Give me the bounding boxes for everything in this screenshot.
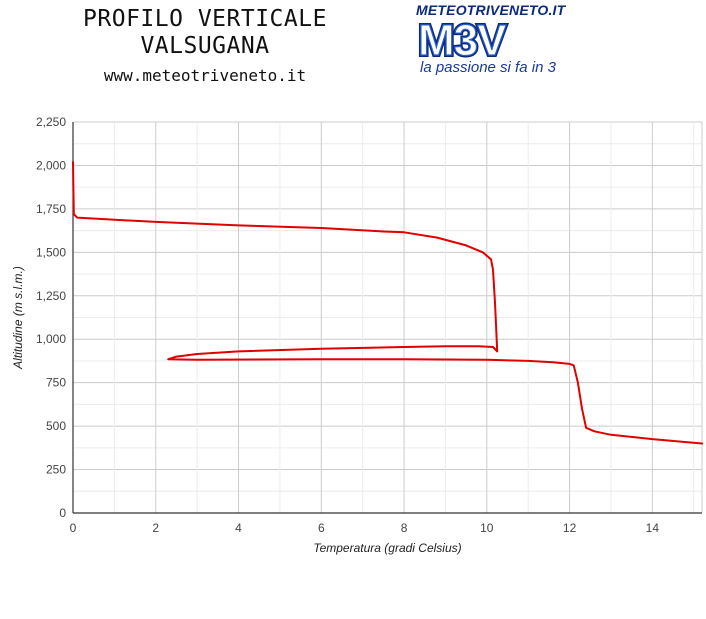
x-tick-label: 2 [152,521,159,535]
chart-grid [72,121,703,514]
x-axis-title: Temperatura (gradi Celsius) [313,541,461,555]
chart-title-line2: VALSUGANA [140,33,270,59]
x-tick-label: 6 [318,521,325,535]
series-line [72,161,703,445]
x-tick-label: 12 [563,521,577,535]
x-tick-label: 4 [235,521,242,535]
y-tick-label: 1,250 [36,289,66,303]
logo-mark-text: M3V [418,18,507,60]
x-tick-label: 14 [646,521,660,535]
logo-mark-icon: M3V M3V [416,18,510,60]
chart-title-line1: PROFILO VERTICALE [83,6,327,32]
logo-url-text: METEOTRIVENETO.IT [416,2,566,18]
website-text: www.meteotriveneto.it [103,66,307,85]
y-tick-label: 1,000 [36,332,66,346]
meteotriveneto-logo: METEOTRIVENETO.IT M3V M3V la passione si… [414,2,574,80]
x-tick-label: 8 [401,521,408,535]
chart-series [72,161,703,445]
y-tick-label: 750 [46,376,66,390]
x-tick-label: 10 [480,521,494,535]
y-tick-label: 500 [46,419,66,433]
y-tick-label: 2,250 [36,115,66,129]
y-tick-label: 250 [46,463,66,477]
logo-mark-text-inner: M3V [418,18,507,60]
chart-ticks: 0 250 500 750 1,000 1,250 1,500 1,750 2,000 2,250… [36,115,659,535]
x-tick-label: 0 [70,521,77,535]
y-tick-label: 2,000 [36,158,66,172]
y-tick-label: 1,500 [36,245,66,259]
y-axis-title: Altitudine (m s.l.m.) [11,266,25,370]
logo-tagline: la passione si fa in 3 [420,59,556,76]
y-tick-label: 0 [59,506,66,520]
y-tick-label: 1,750 [36,202,66,216]
